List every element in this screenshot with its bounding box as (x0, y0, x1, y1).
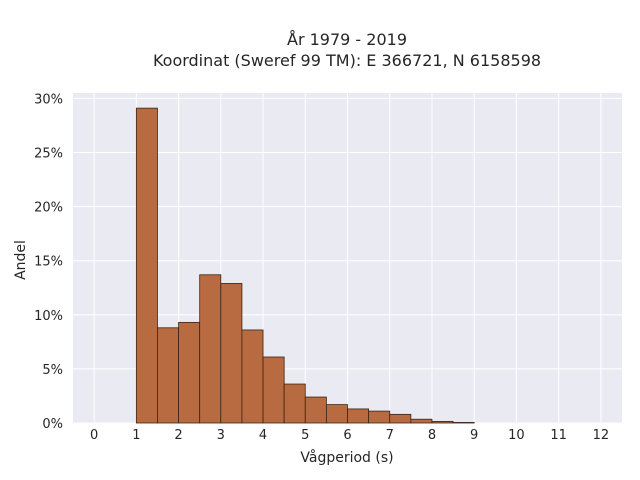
grid-lines (73, 93, 622, 424)
chart-title-line-1: År 1979 - 2019 (287, 30, 407, 49)
y-axis-label: Andel (13, 240, 29, 280)
histogram-bar (283, 383, 306, 424)
histogram-bar (262, 356, 285, 424)
histogram-bar (241, 329, 264, 424)
histogram-bar (220, 283, 243, 424)
x-tick-label: 5 (301, 428, 309, 443)
histogram-bar (199, 274, 222, 424)
histogram-bar (325, 404, 348, 424)
x-tick-label: 11 (550, 428, 567, 443)
y-tick-label: 10% (34, 309, 63, 324)
y-tick-label: 15% (34, 255, 63, 270)
histogram-bar (178, 321, 201, 424)
y-tick-label: 5% (42, 363, 63, 378)
y-tick-label: 25% (34, 147, 63, 162)
x-tick-label: 2 (174, 428, 182, 443)
histogram-bar (389, 413, 412, 424)
x-tick-label: 10 (508, 428, 525, 443)
x-tick-label: 6 (343, 428, 351, 443)
x-axis-label: Vågperiod (s) (300, 449, 393, 466)
x-tick-label: 0 (90, 428, 98, 443)
histogram-bar (347, 408, 370, 424)
x-tick-label: 1 (132, 428, 140, 443)
x-tick-label: 9 (470, 428, 478, 443)
histogram-bar (135, 107, 158, 424)
y-tick-label: 20% (34, 201, 63, 216)
histogram-bar (157, 327, 179, 424)
bars (135, 107, 475, 424)
x-tick-label: 12 (593, 428, 610, 443)
histogram-bar (431, 420, 454, 424)
x-tick-label: 8 (428, 428, 436, 443)
tick-labels: 0 1 2 3 4 5 6 7 8 9 10 11 120%5%10%15%20%25%30% (34, 92, 609, 443)
x-tick-label: 7 (386, 428, 394, 443)
histogram-bar (368, 410, 391, 424)
y-tick-label: 30% (34, 92, 63, 107)
histogram-bar (304, 396, 327, 424)
x-tick-label: 3 (217, 428, 225, 443)
chart-title-line-2: Koordinat (Sweref 99 TM): E 366721, N 61… (153, 51, 541, 70)
histogram-bar (452, 422, 475, 424)
histogram-bar (410, 418, 433, 424)
x-tick-label: 4 (259, 428, 267, 443)
y-tick-label: 0% (42, 417, 63, 432)
